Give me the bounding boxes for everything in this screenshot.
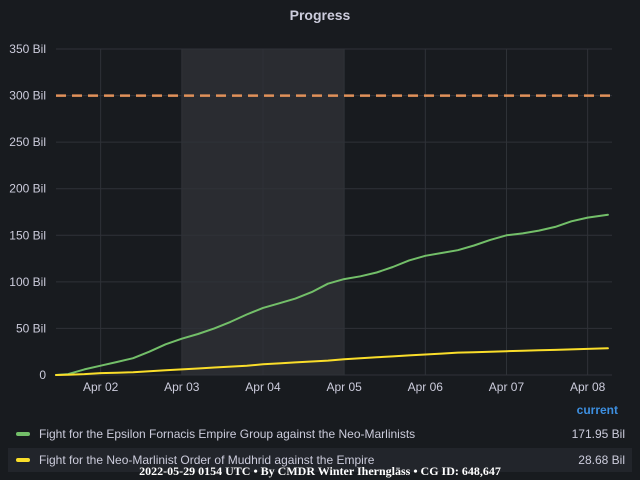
footer-credit: 2022-05-29 0154 UTC • By CMDR Winter Ihe… — [139, 464, 501, 478]
legend-swatch-1 — [16, 432, 30, 436]
y-tick-label-2: 100 Bil — [9, 275, 46, 289]
x-tick-label-0: Apr 02 — [83, 380, 119, 394]
series-layer — [55, 213, 609, 376]
x-tick-label-4: Apr 06 — [408, 380, 444, 394]
x-tick-label-3: Apr 05 — [326, 380, 362, 394]
series-line-2 — [55, 347, 609, 376]
legend-label-1: Fight for the Epsilon Fornacis Empire Gr… — [39, 427, 416, 441]
y-tick-label-4: 200 Bil — [9, 182, 46, 196]
legend-sort-header[interactable]: current — [576, 403, 618, 417]
y-tick-label-5: 250 Bil — [9, 135, 46, 149]
x-tick-label-5: Apr 07 — [489, 380, 525, 394]
legend-row-series-2[interactable]: Fight for the Neo-Marlinist Order of Mud… — [8, 448, 632, 472]
y-axis: 0 50 Bil 100 Bil 150 Bil 200 Bil 250 Bil 300 B… — [9, 42, 46, 382]
x-tick-label-6: Apr 08 — [570, 380, 606, 394]
legend-swatch-2 — [16, 458, 30, 462]
panel-title[interactable]: Progress — [289, 7, 351, 23]
legend-value-2: 28.68 Bil — [578, 453, 625, 467]
legend-row-series-1[interactable]: Fight for the Epsilon Fornacis Empire Gr… — [8, 422, 632, 446]
x-tick-label-1: Apr 03 — [164, 380, 200, 394]
legend-value-1: 171.95 Bil — [571, 427, 625, 441]
x-tick-label-2: Apr 04 — [245, 380, 281, 394]
y-tick-label-1: 50 Bil — [16, 321, 46, 335]
y-tick-label-6: 300 Bil — [9, 89, 46, 103]
y-tick-label-3: 150 Bil — [9, 228, 46, 242]
series-line-1 — [55, 213, 609, 376]
y-tick-label-0: 0 — [39, 368, 46, 382]
chart-plot-area[interactable]: 0 50 Bil 100 Bil 150 Bil 200 Bil 250 Bil 300 B… — [0, 0, 640, 400]
legend-label-2: Fight for the Neo-Marlinist Order of Mud… — [39, 453, 375, 467]
y-tick-label-7: 350 Bil — [9, 42, 46, 56]
x-axis: Apr 02 Apr 03 Apr 04 Apr 05 Apr 06 Apr 07 Apr … — [83, 380, 606, 394]
